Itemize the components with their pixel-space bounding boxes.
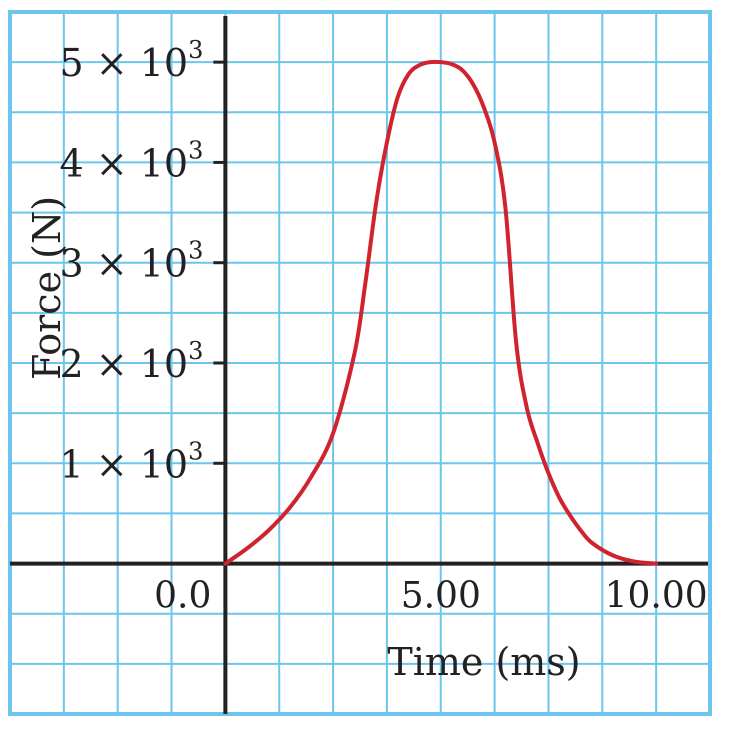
y-tick-label-part: × <box>84 442 140 486</box>
y-tick-label-exponent: 3 <box>188 337 203 365</box>
y-tick-label-part: 10 <box>140 442 188 486</box>
x-tick-label: 10.00 <box>605 576 708 617</box>
y-tick-label: 4 × 103 <box>60 136 204 185</box>
y-tick-label-part: 10 <box>140 41 188 85</box>
y-tick-label-exponent: 3 <box>188 136 203 164</box>
y-tick-label-part: 10 <box>140 141 188 185</box>
y-tick-label-part: 4 <box>60 141 84 185</box>
x-tick-label: 0.0 <box>154 576 211 617</box>
y-tick-label-exponent: 3 <box>188 437 203 465</box>
y-tick-label: 2 × 103 <box>60 337 204 386</box>
y-tick-label: 1 × 103 <box>60 437 204 486</box>
y-tick-label-part: × <box>84 141 140 185</box>
y-tick-label-part: 2 <box>60 342 84 386</box>
y-tick-label-part: × <box>84 41 140 85</box>
y-tick-label-part: × <box>84 342 140 386</box>
y-tick-label-exponent: 3 <box>188 237 203 265</box>
x-axis-tick-labels: 0.0 5.00 10.00 <box>154 576 708 617</box>
y-tick-label-part: 10 <box>140 242 188 286</box>
y-tick-label-part: 10 <box>140 342 188 386</box>
y-tick-label: 5 × 103 <box>60 36 204 85</box>
force-curve <box>223 59 659 566</box>
y-tick-label-part: 1 <box>60 442 84 486</box>
plot-border <box>8 10 712 716</box>
x-tick-label: 5.00 <box>401 576 481 617</box>
y-tick-label-part: 5 <box>60 41 84 85</box>
x-axis-title: Time (ms) <box>387 640 580 684</box>
y-tick-label-part: × <box>84 242 140 286</box>
y-tick-label-exponent: 3 <box>188 36 203 64</box>
y-tick-label-part: 3 <box>60 242 84 286</box>
y-tick-label: 3 × 103 <box>60 237 204 286</box>
y-axis-title: Force (N) <box>25 196 69 380</box>
